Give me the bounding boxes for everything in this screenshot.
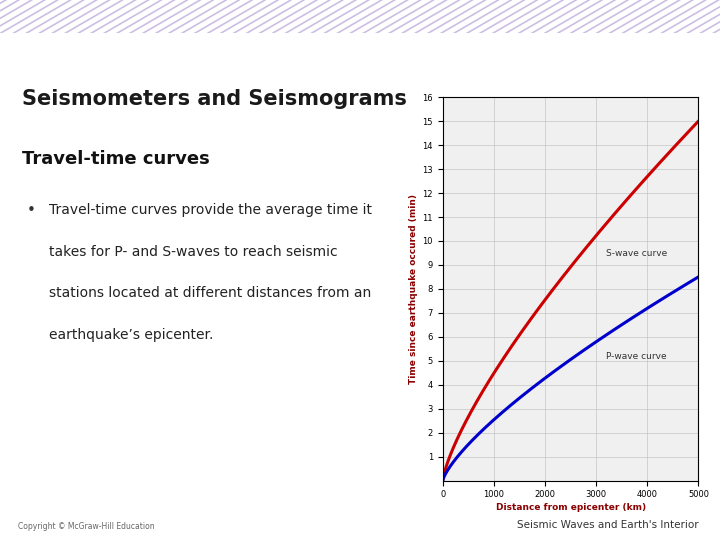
Text: •: • bbox=[27, 203, 36, 218]
Text: Seismometers and Seismograms: Seismometers and Seismograms bbox=[22, 89, 408, 109]
Text: Copyright © McGraw-Hill Education: Copyright © McGraw-Hill Education bbox=[18, 522, 155, 531]
X-axis label: Distance from epicenter (km): Distance from epicenter (km) bbox=[495, 503, 646, 512]
Text: P-wave curve: P-wave curve bbox=[606, 352, 667, 361]
Text: takes for P- and S-waves to reach seismic: takes for P- and S-waves to reach seismi… bbox=[49, 245, 338, 259]
Text: stations located at different distances from an: stations located at different distances … bbox=[49, 286, 372, 300]
Text: Travel-time curves provide the average time it: Travel-time curves provide the average t… bbox=[49, 203, 372, 217]
Text: earthquake’s epicenter.: earthquake’s epicenter. bbox=[49, 328, 213, 342]
Y-axis label: Time since earthquake occured (min): Time since earthquake occured (min) bbox=[409, 194, 418, 384]
Text: Travel-time curves: Travel-time curves bbox=[22, 150, 210, 168]
Text: Seismic Waves and Earth's Interior: Seismic Waves and Earth's Interior bbox=[517, 520, 698, 530]
Text: Typical Travel-Time Curves: Typical Travel-Time Curves bbox=[483, 76, 658, 89]
Text: S-wave curve: S-wave curve bbox=[606, 249, 667, 258]
